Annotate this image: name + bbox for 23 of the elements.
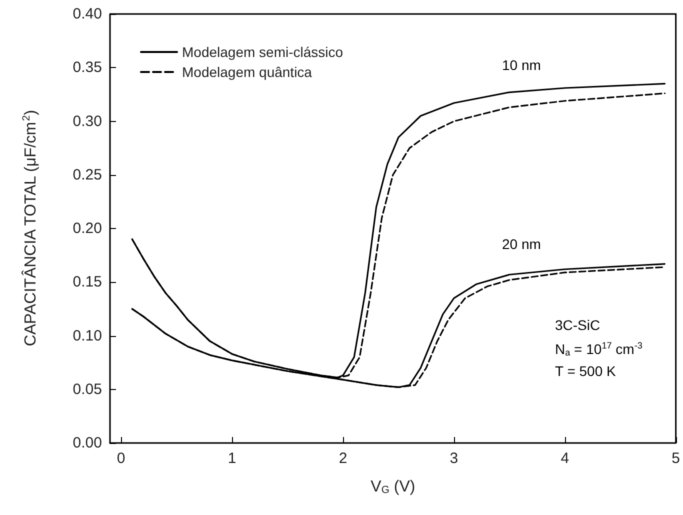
x-tick-label: 1 — [228, 450, 236, 467]
x-tick-label: 3 — [450, 450, 458, 467]
y-tick-label: 0.30 — [72, 112, 102, 130]
annotation: 3C-SiC — [555, 317, 600, 333]
x-tick-label: 2 — [338, 450, 348, 467]
y-tick-label: 0.20 — [72, 220, 102, 237]
y-axis-title: CAPACITÂNCIA TOTAL (μF/cm2) — [22, 110, 40, 346]
x-tick-label: 5 — [672, 450, 680, 467]
y-tick-label: 0.15 — [72, 274, 102, 291]
annotation: 20 nm — [502, 236, 541, 252]
x-axis-title: VG (V) — [370, 478, 416, 496]
x-tick-label: 0 — [116, 450, 126, 467]
y-tick-label: 0.25 — [72, 166, 102, 184]
legend-label: Modelagem semi-clássico — [182, 44, 344, 60]
x-tick-label: 4 — [560, 450, 570, 467]
annotation: 10 nm — [502, 57, 541, 73]
y-tick-label: 0.40 — [72, 6, 102, 22]
y-tick-label: 0.35 — [72, 59, 102, 76]
annotation: T = 500 K — [555, 363, 616, 379]
y-tick-label: 0.10 — [72, 327, 102, 344]
y-tick-label: 0.05 — [72, 380, 102, 398]
legend-label: Modelagem quântica — [182, 64, 312, 80]
y-tick-label: 0.00 — [72, 434, 102, 452]
